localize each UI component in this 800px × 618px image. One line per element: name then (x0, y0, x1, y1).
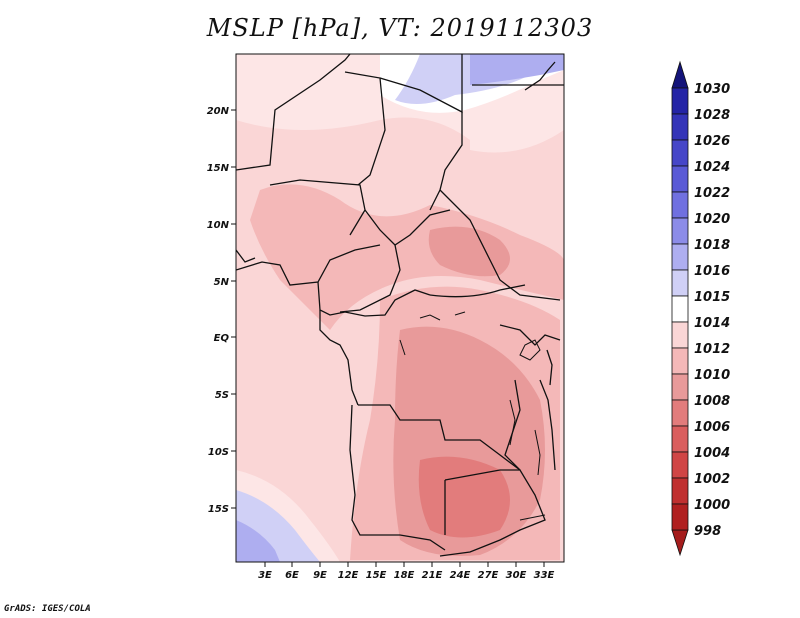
colorbar-level-label: 1000 (694, 498, 730, 513)
lakes (399, 311, 546, 521)
colorbar-cell (671, 477, 689, 505)
colorbar-cell (671, 425, 689, 453)
lon-label-33e: 33E (534, 570, 555, 581)
lon-label-30e: 30E (506, 570, 527, 581)
coastlines-and-borders (236, 54, 564, 557)
pressure-field-high-core (470, 54, 564, 85)
lat-label-15n: 15N (207, 163, 230, 174)
colorbar-level-label: 1030 (694, 82, 730, 97)
colorbar-cell (671, 373, 689, 401)
lon-label-21e: 21E (422, 570, 443, 581)
lat-label-eq: EQ (214, 333, 230, 344)
colorbar-cell (671, 87, 689, 115)
colorbar-level-label: 998 (694, 524, 721, 539)
colorbar-level-label: 1020 (694, 212, 730, 227)
colorbar: 1030 1028 1026 1024 1022 1020 1018 1016 1015 1014… (671, 60, 730, 557)
colorbar-level-label: 1014 (694, 316, 730, 331)
colorbar-level-label: 1018 (694, 238, 730, 253)
map-title: MSLP [hPa], VT: 2019112303 (206, 14, 594, 42)
lon-label-24e: 24E (450, 570, 471, 581)
pressure-field-1008-north (428, 226, 510, 277)
lon-label-6e: 6E (285, 570, 299, 581)
colorbar-level-label: 1004 (694, 446, 730, 461)
lat-label-20n: 20N (207, 106, 230, 117)
map-frame (235, 53, 565, 563)
lat-label-10n: 10N (207, 220, 230, 231)
pressure-field-1010-central (250, 184, 564, 330)
pressure-field-1006-core (418, 456, 510, 538)
lon-label-18e: 18E (394, 570, 415, 581)
colorbar-level-label: 1016 (694, 264, 730, 279)
latitude-axis: 20N 15N 10N 5N EQ 5S 10S 15S (207, 106, 236, 515)
colorbar-cell (671, 269, 689, 297)
lon-label-3e: 3E (258, 570, 272, 581)
colorbar-cell (671, 217, 689, 245)
pressure-field-high-southwest-core (236, 520, 280, 562)
lon-label-15e: 15E (366, 570, 387, 581)
colorbar-level-label: 1002 (694, 472, 730, 487)
colorbar-cell (671, 113, 689, 141)
lat-label-15s: 15S (208, 504, 229, 515)
map-plot-area (236, 54, 564, 562)
colorbar-cell (671, 243, 689, 271)
colorbar-cell (671, 295, 689, 323)
colorbar-level-label: 1028 (694, 108, 730, 123)
colorbar-cell (671, 165, 689, 193)
colorbar-cell (671, 503, 689, 531)
colorbar-cell (671, 399, 689, 427)
colorbar-level-label: 1006 (694, 420, 730, 435)
colorbar-bottom-arrow (671, 529, 689, 557)
lon-label-27e: 27E (478, 570, 499, 581)
colorbar-cell (671, 451, 689, 479)
colorbar-cell (671, 321, 689, 349)
lon-label-12e: 12E (338, 570, 359, 581)
colorbar-level-label: 1022 (694, 186, 730, 201)
lon-label-9e: 9E (313, 570, 327, 581)
colorbar-top-arrow (671, 60, 689, 89)
colorbar-level-label: 1024 (694, 160, 730, 175)
colorbar-cell (671, 191, 689, 219)
colorbar-cell (671, 139, 689, 167)
colorbar-level-label: 1015 (694, 290, 730, 305)
colorbar-level-label: 1010 (694, 368, 730, 383)
colorbar-cell (671, 347, 689, 375)
longitude-axis: 3E 6E 9E 12E 15E 18E 21E 24E 27E 30E 33E (258, 562, 555, 581)
lat-label-5s: 5S (215, 390, 229, 401)
grads-credit: GrADS: IGES/COLA (4, 604, 91, 614)
lat-label-5n: 5N (214, 277, 230, 288)
colorbar-level-label: 1012 (694, 342, 730, 357)
colorbar-level-label: 1026 (694, 134, 730, 149)
lat-label-10s: 10S (208, 447, 229, 458)
colorbar-level-label: 1008 (694, 394, 730, 409)
